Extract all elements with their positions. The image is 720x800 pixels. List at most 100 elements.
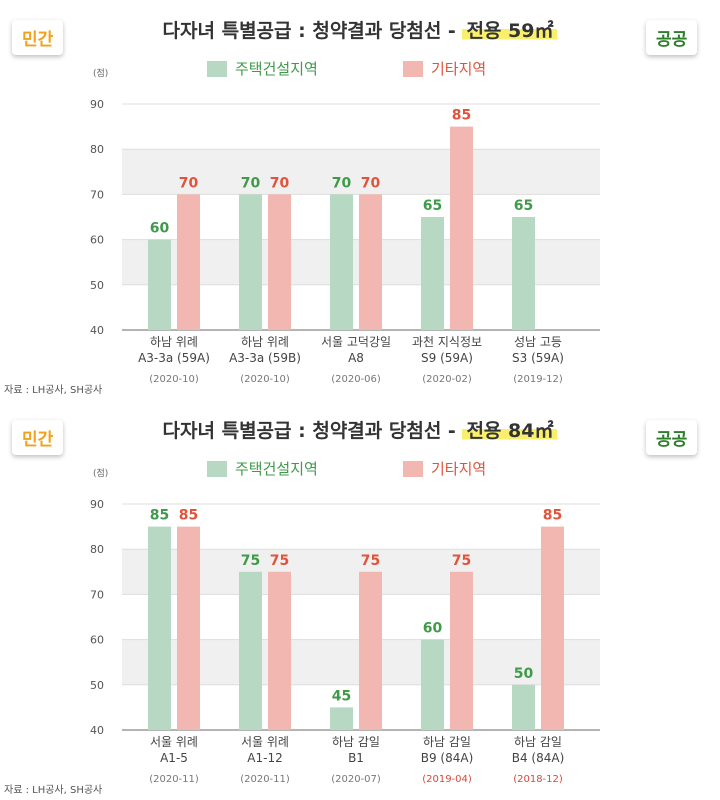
data-label-other: 75 <box>270 553 289 569</box>
bar-housing <box>421 639 444 730</box>
chart-title-highlight: 전용 84㎡ <box>462 420 558 442</box>
chart-title-main: 다자녀 특별공급 : 청약결과 당첨선 - <box>162 420 456 442</box>
y-tick-label: 90 <box>90 98 104 111</box>
data-label-housing: 60 <box>423 621 443 637</box>
y-tick-label: 70 <box>90 188 104 201</box>
legend: 주택건설지역 기타지역 <box>0 58 720 82</box>
data-label-housing: 70 <box>241 175 261 191</box>
bar-other <box>450 571 473 730</box>
y-tick-label: 50 <box>90 679 104 692</box>
legend-label-other: 기타지역 <box>431 60 487 78</box>
legend-swatch-housing <box>207 60 227 77</box>
y-tick-label: 80 <box>90 143 104 156</box>
y-tick-label: 50 <box>90 279 104 292</box>
x-tick-date: (2019-04) <box>422 774 472 785</box>
bar-other <box>177 526 200 730</box>
y-unit-label: (점) <box>93 469 109 479</box>
chart-title: 다자녀 특별공급 : 청약결과 당첨선 - 전용 59㎡ <box>0 16 720 43</box>
x-tick-label: 서울 고덕강일 <box>321 335 391 349</box>
public-badge: 공공 <box>646 20 698 55</box>
legend-swatch-other <box>403 60 423 77</box>
data-label-other: 70 <box>179 175 199 191</box>
data-label-housing: 65 <box>423 198 442 214</box>
x-tick-label-code: A3-3a (59A) <box>138 351 210 365</box>
x-tick-label: 하남 위례 <box>241 335 289 349</box>
x-tick-label: 하남 위례 <box>150 335 198 349</box>
chart-title-main: 다자녀 특별공급 : 청약결과 당첨선 - <box>162 20 456 42</box>
public-badge: 공공 <box>646 420 698 455</box>
bar-other <box>359 194 382 330</box>
bar-chart-84: 40 50 60 70 80 90 85 85 서울 위례 A1-5 (2020-11) 75 75 서울… <box>90 498 600 785</box>
legend-item-housing: 주택건설지역 <box>207 58 318 79</box>
bar-housing <box>148 526 171 730</box>
y-tick-label: 90 <box>90 498 104 511</box>
bar-other <box>541 526 564 730</box>
x-tick-label: 성남 고등 <box>514 335 562 349</box>
y-tick-label: 40 <box>90 724 104 737</box>
x-tick-date: (2020-07) <box>331 774 381 785</box>
bar-housing <box>148 239 171 330</box>
bar-housing <box>330 707 353 730</box>
source-note: 자료 : LH공사, SH공사 <box>4 385 103 396</box>
bar-other <box>177 194 200 330</box>
bar-housing <box>239 571 262 730</box>
data-label-housing: 60 <box>150 221 170 237</box>
bar-housing <box>239 194 262 330</box>
y-tick-label: 80 <box>90 543 104 556</box>
x-tick-label-code: A8 <box>348 351 364 365</box>
bar-other <box>450 126 473 330</box>
chart-panel-59: 민간 공공 다자녀 특별공급 : 청약결과 당첨선 - 전용 59㎡ 주택건설지… <box>0 16 720 396</box>
data-label-other: 75 <box>361 553 380 569</box>
y-tick-label: 40 <box>90 324 104 337</box>
x-tick-date: (2020-02) <box>422 374 472 385</box>
data-label-other: 85 <box>179 508 198 524</box>
private-badge: 민간 <box>12 420 64 455</box>
bar-housing <box>421 217 444 330</box>
x-tick-label-code: B4 (84A) <box>512 751 565 765</box>
data-label-housing: 45 <box>332 688 351 704</box>
data-label-housing: 85 <box>150 508 169 524</box>
legend: 주택건설지역 기타지역 <box>0 458 720 482</box>
x-tick-label-code: B1 <box>348 751 364 765</box>
bar-other <box>268 571 291 730</box>
bar-chart-59: 40 50 60 70 80 90 60 70 하남 위례 A3-3a (59A) (2020-10… <box>90 98 600 385</box>
data-label-other: 85 <box>452 108 471 124</box>
y-tick-label: 70 <box>90 588 104 601</box>
data-label-other: 75 <box>452 553 471 569</box>
legend-label-other: 기타지역 <box>431 460 487 478</box>
data-label-other: 85 <box>543 508 562 524</box>
x-tick-date: (2019-12) <box>513 374 563 385</box>
x-tick-date: (2020-11) <box>240 774 290 785</box>
x-tick-date: (2020-06) <box>331 374 381 385</box>
x-tick-date: (2018-12) <box>513 774 563 785</box>
legend-label-housing: 주택건설지역 <box>235 460 318 478</box>
chart-panel-84: 민간 공공 다자녀 특별공급 : 청약결과 당첨선 - 전용 84㎡ 주택건설지… <box>0 400 720 800</box>
x-tick-label: 과천 지식정보 <box>412 334 482 349</box>
x-tick-label: 하남 감일 <box>423 735 471 749</box>
x-tick-date: (2020-11) <box>149 774 199 785</box>
bar-other <box>268 194 291 330</box>
chart-title-highlight: 전용 59㎡ <box>462 20 558 42</box>
bar-other <box>359 571 382 730</box>
source-note: 자료 : LH공사, SH공사 <box>4 785 103 796</box>
data-label-other: 70 <box>361 175 381 191</box>
x-tick-label: 하남 감일 <box>514 735 562 749</box>
data-label-housing: 75 <box>241 553 260 569</box>
data-label-housing: 65 <box>514 198 533 214</box>
private-badge: 민간 <box>12 20 64 55</box>
legend-swatch-other <box>403 460 423 477</box>
x-tick-label: 서울 위례 <box>241 735 289 749</box>
y-unit-label: (점) <box>93 69 109 79</box>
x-tick-label: 서울 위례 <box>150 735 198 749</box>
data-label-other: 70 <box>270 175 290 191</box>
data-label-housing: 50 <box>514 666 534 682</box>
grid-band <box>122 149 600 195</box>
x-tick-label-code: B9 (84A) <box>421 751 474 765</box>
x-tick-label-code: A1-12 <box>247 751 282 765</box>
legend-item-housing: 주택건설지역 <box>207 458 318 479</box>
legend-swatch-housing <box>207 460 227 477</box>
x-tick-label-code: S3 (59A) <box>512 351 564 365</box>
bar-housing <box>330 194 353 330</box>
x-tick-label: 하남 감일 <box>332 735 380 749</box>
bar-housing <box>512 684 535 730</box>
